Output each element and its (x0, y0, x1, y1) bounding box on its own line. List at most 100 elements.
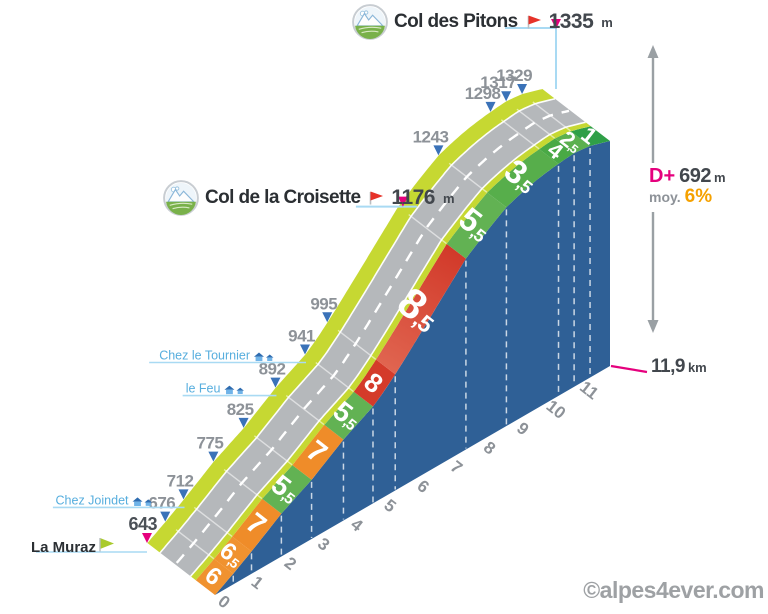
elevation-label-941: 941 (288, 327, 315, 346)
mountain-badge-icon (352, 4, 388, 40)
segment-tick (253, 435, 293, 466)
km-tick-0: 0 (214, 592, 233, 613)
km-tick-7: 7 (447, 457, 466, 478)
elevation-marker-775 (208, 451, 219, 462)
segment-tick (500, 119, 540, 150)
elevation-marker-712 (178, 489, 189, 500)
gradient-segment-5p5 (262, 465, 312, 514)
km-tick-6: 6 (414, 476, 433, 497)
summit-flag-icon (368, 190, 385, 206)
elevation-label-712: 712 (167, 471, 194, 490)
segment-tick (337, 329, 377, 360)
place-label-chez-joindet: Chez Joindet (56, 493, 129, 507)
segment-tick (516, 108, 556, 139)
segment-tick (285, 395, 325, 426)
km-tick-3: 3 (314, 534, 333, 555)
distance-pointer-line (610, 364, 648, 374)
elevation-label-676: 676 (148, 494, 175, 513)
gradient-segment-5p5 (324, 391, 373, 440)
elevation-marker-1298 (485, 101, 496, 112)
house-icon (236, 387, 244, 395)
road-outer-verge (147, 89, 555, 553)
elevation-label-1329: 1329 (496, 66, 532, 85)
segment-tick (448, 162, 488, 193)
km-tick-1: 1 (248, 572, 267, 593)
summit-header-croisette: Col de la Croisette 1176 m (163, 180, 455, 216)
croisette-marker-triangle (397, 196, 408, 207)
elevation-label-775: 775 (197, 434, 224, 453)
road-inner-verge (190, 122, 591, 581)
summit-elevation-unit: m (442, 190, 455, 206)
distance-unit: km (687, 360, 707, 375)
summit-name: Col des Pitons (394, 11, 518, 32)
gradient-segment-6p5 (214, 536, 252, 574)
elevation-label-825: 825 (227, 400, 254, 419)
road-edge-line (189, 121, 586, 577)
km-tick-8: 8 (480, 438, 499, 459)
gain-arrow-head-down (647, 320, 659, 333)
gain-label: D+ (649, 165, 676, 187)
gradient-segment-8 (353, 359, 396, 407)
km-tick-4: 4 (347, 515, 367, 536)
km-tick-5: 5 (380, 495, 399, 516)
house-icon (224, 385, 235, 395)
gain-value: 692 (679, 165, 711, 187)
elevation-label-643: 643 (128, 514, 157, 534)
segment-tick (408, 214, 447, 245)
summit-name: Col de la Croisette (205, 187, 361, 208)
elevation-gain-row: D+ 692 m (649, 165, 726, 187)
elevation-marker-643 (142, 533, 152, 543)
pitons-marker-triangle (551, 19, 561, 29)
summit-elevation-unit: m (601, 14, 613, 30)
start-place-label: La Muraz (31, 539, 96, 556)
segment-tick (193, 506, 233, 537)
gradient-segment-8p5 (376, 243, 466, 375)
elevation-marker-995 (322, 312, 333, 323)
gradient-segment-1 (570, 126, 610, 146)
place-label-chez-le-tournier: Chez le Tournier (159, 349, 250, 363)
segment-tick (532, 101, 571, 132)
summit-elevation: 1176 (391, 186, 435, 209)
distance-wall (215, 141, 610, 595)
elevation-label-1243: 1243 (413, 127, 449, 146)
climb-stats: D+ 692 m moy. 6% (649, 165, 726, 208)
elevation-label-1317: 1317 (480, 73, 516, 92)
elevation-marker-941 (299, 344, 310, 355)
average-value: 6% (684, 186, 713, 207)
gradient-segment-2p5 (554, 131, 590, 154)
gradient-segment-7 (292, 424, 344, 480)
mountain-badge-icon (163, 180, 199, 216)
gradient-segment-4 (539, 138, 575, 164)
average-label: moy. (649, 189, 681, 205)
gradient-segment-7 (232, 498, 282, 552)
elevation-label-995: 995 (310, 294, 337, 313)
segment-tick (315, 361, 354, 393)
elevation-label-892: 892 (259, 360, 286, 379)
elevation-marker-825 (238, 417, 249, 428)
segment-tick (175, 529, 215, 560)
elevation-marker-892 (270, 377, 281, 388)
segment-tick (223, 469, 263, 500)
km-tick-2: 2 (281, 553, 300, 574)
total-distance: 11,9 km (651, 356, 707, 378)
summit-elevation: 1335 (548, 10, 594, 33)
elevation-marker-1329 (517, 83, 528, 94)
average-gradient-row: moy. 6% (649, 186, 726, 208)
summit-header-pitons: Col des Pitons 1335 m (352, 4, 613, 40)
elevation-label-1298: 1298 (465, 84, 501, 103)
road-edge-line (159, 98, 556, 554)
gain-arrow-head-up (647, 45, 659, 58)
km-tick-9: 9 (513, 418, 532, 439)
watermark: ©alpes4ever.com (583, 577, 764, 603)
place-label-le-feu: le Feu (186, 382, 221, 396)
summit-flag-icon (526, 14, 543, 30)
gain-unit: m (714, 170, 726, 185)
elevation-marker-676 (160, 511, 171, 522)
road-asphalt (160, 98, 586, 577)
distance-value: 11,9 (651, 356, 685, 377)
elevation-marker-1317 (501, 91, 512, 102)
start-flag-icon (100, 538, 114, 549)
gradient-segment-6 (195, 558, 234, 595)
gradient-segment-3p5 (487, 149, 559, 208)
